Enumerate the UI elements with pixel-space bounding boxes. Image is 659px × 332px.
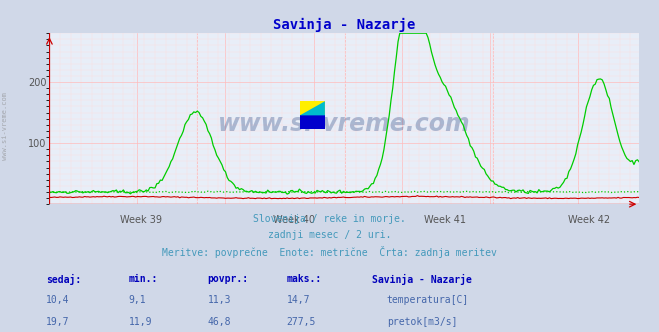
- Text: Week 39: Week 39: [120, 215, 162, 225]
- Text: 9,1: 9,1: [129, 295, 146, 305]
- Text: temperatura[C]: temperatura[C]: [387, 295, 469, 305]
- Text: www.si-vreme.com: www.si-vreme.com: [218, 112, 471, 136]
- Text: sedaj:: sedaj:: [46, 274, 81, 285]
- Title: Savinja - Nazarje: Savinja - Nazarje: [273, 18, 416, 32]
- Text: maks.:: maks.:: [287, 274, 322, 284]
- Text: Week 42: Week 42: [568, 215, 610, 225]
- Text: Week 41: Week 41: [424, 215, 466, 225]
- Polygon shape: [300, 101, 325, 116]
- Text: Week 40: Week 40: [273, 215, 315, 225]
- Bar: [300, 101, 325, 116]
- Text: Meritve: povprečne  Enote: metrične  Črta: zadnja meritev: Meritve: povprečne Enote: metrične Črta:…: [162, 246, 497, 258]
- Text: 11,3: 11,3: [208, 295, 231, 305]
- Text: 46,8: 46,8: [208, 317, 231, 327]
- Text: 19,7: 19,7: [46, 317, 70, 327]
- Text: 11,9: 11,9: [129, 317, 152, 327]
- Text: Savinja - Nazarje: Savinja - Nazarje: [372, 274, 473, 285]
- Text: 277,5: 277,5: [287, 317, 316, 327]
- Text: 10,4: 10,4: [46, 295, 70, 305]
- Bar: [300, 116, 325, 129]
- Text: pretok[m3/s]: pretok[m3/s]: [387, 317, 457, 327]
- Text: www.si-vreme.com: www.si-vreme.com: [2, 92, 9, 160]
- Text: min.:: min.:: [129, 274, 158, 284]
- Text: zadnji mesec / 2 uri.: zadnji mesec / 2 uri.: [268, 230, 391, 240]
- Text: povpr.:: povpr.:: [208, 274, 248, 284]
- Text: 14,7: 14,7: [287, 295, 310, 305]
- Text: Slovenija / reke in morje.: Slovenija / reke in morje.: [253, 214, 406, 224]
